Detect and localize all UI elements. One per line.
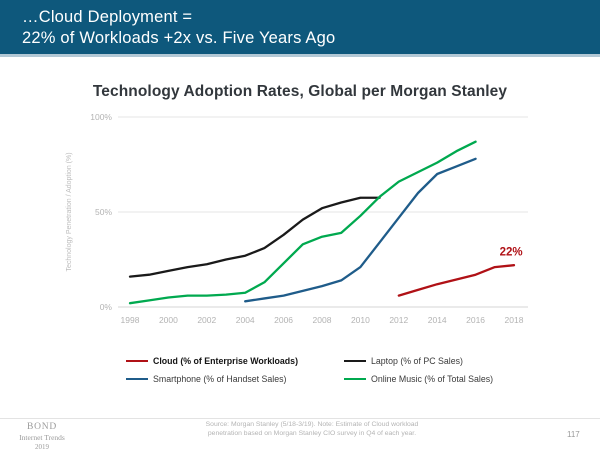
legend-label-smartphone: Smartphone (% of Handset Sales) — [153, 374, 287, 384]
x-tick-label: 2014 — [428, 315, 447, 325]
slide-title-line1: …Cloud Deployment = — [22, 8, 193, 26]
y-tick-label: 100% — [90, 112, 112, 122]
source-note: Source: Morgan Stanley (5/18-3/19). Note… — [178, 420, 446, 438]
online-music-line-swatch — [344, 377, 366, 381]
x-tick-label: 2016 — [466, 315, 485, 325]
footer-divider — [0, 418, 600, 419]
brand-name: BOND — [26, 422, 58, 432]
slide-title-banner: …Cloud Deployment = 22% of Workloads +2x… — [0, 0, 600, 57]
brand-subtitle: Internet Trends — [19, 433, 65, 442]
legend-label-online-music: Online Music (% of Total Sales) — [371, 374, 494, 384]
y-axis-title: Technology Penetration / Adoption (%) — [66, 152, 73, 271]
smartphone-line-swatch — [126, 377, 148, 381]
x-tick-label: 2006 — [274, 315, 293, 325]
chart-legend: Cloud (% of Enterprise Workloads) Laptop… — [126, 356, 528, 384]
page-number: 117 — [567, 430, 580, 439]
chart-title: Technology Adoption Rates, Global per Mo… — [92, 83, 508, 100]
x-tick-label: 2018 — [505, 315, 524, 325]
source-note-line2: penetration based on Morgan Stanley CIO … — [207, 430, 417, 438]
y-tick-label: 0% — [100, 302, 113, 312]
series-line-3 — [128, 140, 477, 305]
x-tick-label: 1998 — [121, 315, 140, 325]
adoption-line-chart: 100% 50% 0% 1998 2000 2002 2004 2006 2008 2010 201… — [66, 112, 528, 325]
brand-block: BOND Internet Trends 2019 — [6, 422, 78, 450]
legend-label-cloud: Cloud (% of Enterprise Workloads) — [153, 356, 298, 366]
series-line-2 — [244, 157, 477, 303]
legend-item-smartphone: Smartphone (% of Handset Sales) — [126, 374, 344, 384]
legend-item-online-music: Online Music (% of Total Sales) — [344, 374, 528, 384]
slide-title-line2: 22% of Workloads +2x vs. Five Years Ago — [22, 29, 336, 47]
x-tick-label: 2008 — [313, 315, 332, 325]
x-tick-label: 2000 — [159, 315, 178, 325]
series-line-1 — [128, 196, 381, 278]
x-tick-label: 2010 — [351, 315, 370, 325]
y-tick-label: 50% — [95, 207, 112, 217]
brand-year: 2019 — [35, 443, 49, 450]
x-tick-label: 2012 — [389, 315, 408, 325]
x-tick-label: 2002 — [197, 315, 216, 325]
legend-item-laptop: Laptop (% of PC Sales) — [344, 356, 528, 366]
cloud-value-annotation: 22% — [500, 247, 523, 259]
series-line-0 — [397, 264, 516, 297]
x-tick-label: 2004 — [236, 315, 255, 325]
laptop-line-swatch — [344, 359, 366, 363]
cloud-line-swatch — [126, 359, 148, 363]
legend-item-cloud: Cloud (% of Enterprise Workloads) — [126, 356, 344, 366]
legend-label-laptop: Laptop (% of PC Sales) — [371, 356, 463, 366]
source-note-line1: Source: Morgan Stanley (5/18-3/19). Note… — [205, 421, 419, 428]
